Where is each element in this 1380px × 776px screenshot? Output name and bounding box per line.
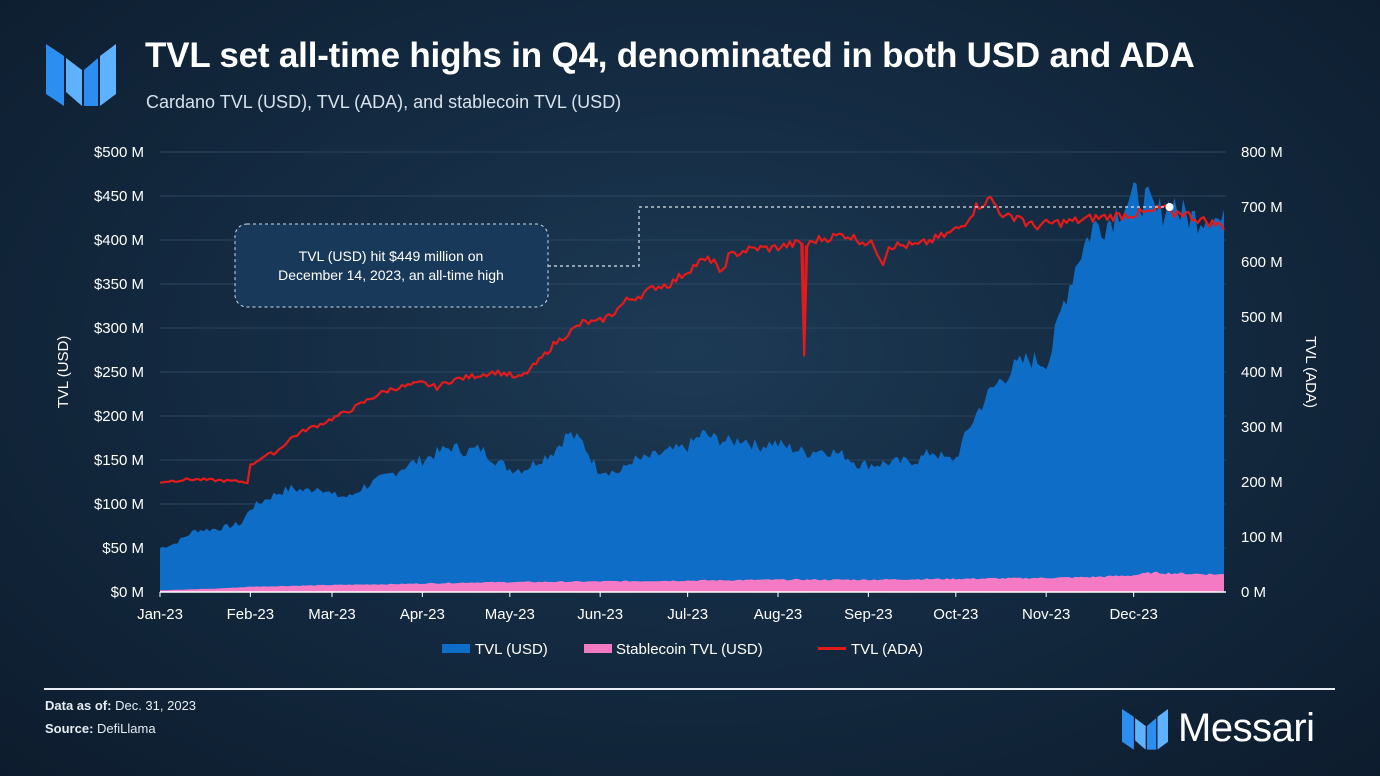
annotation-leader-line <box>548 206 1170 267</box>
y2-tick-label: 600 M <box>1241 254 1283 271</box>
source: Source: DefiLlama <box>45 721 156 736</box>
y2-tick-label: 700 M <box>1241 199 1283 216</box>
legend-label-tvl-usd: TVL (USD) <box>475 641 548 658</box>
x-tick-label: Jan-23 <box>137 606 183 623</box>
right-axis-title: TVL (ADA) <box>1302 336 1319 408</box>
x-tick-label: Feb-23 <box>227 606 275 623</box>
tvl-ada-line <box>160 196 1225 485</box>
source-value: DefiLlama <box>97 721 156 736</box>
annotation-marker <box>1165 203 1174 211</box>
y-tick-label: $400 M <box>94 232 144 249</box>
annotation-box <box>234 223 549 308</box>
x-tick-label: Dec-23 <box>1109 606 1157 623</box>
y-tick-label: $450 M <box>94 188 144 205</box>
y2-tick-label: 400 M <box>1241 364 1283 381</box>
x-tick-label: Apr-23 <box>400 606 445 623</box>
data-as-of: Data as of: Dec. 31, 2023 <box>45 698 196 713</box>
messari-logo-icon <box>46 44 116 106</box>
footer-divider <box>44 688 1335 690</box>
source-label: Source: <box>45 721 94 736</box>
tvl-usd-area <box>160 182 1224 592</box>
x-tick-label: Oct-23 <box>933 606 978 623</box>
x-tick-label: Aug-23 <box>754 606 802 623</box>
brand-name: Messari <box>1178 705 1315 750</box>
y2-tick-label: 300 M <box>1241 419 1283 436</box>
y2-tick-label: 0 M <box>1241 584 1266 601</box>
legend-swatch-tvl-usd <box>442 644 470 653</box>
x-tick-label: Nov-23 <box>1022 606 1070 623</box>
legend-swatch-tvl-ada <box>818 647 846 650</box>
left-y-axis: $0 M $50 M $100 M $150 M $200 M $250 M $300 M $… <box>94 144 144 601</box>
y-tick-label: $200 M <box>94 408 144 425</box>
y-tick-label: $150 M <box>94 452 144 469</box>
x-tick-label: Mar-23 <box>308 606 356 623</box>
x-tick-label: May-23 <box>485 606 535 623</box>
y2-tick-label: 200 M <box>1241 474 1283 491</box>
y-tick-label: $300 M <box>94 320 144 337</box>
legend: TVL (USD) Stablecoin TVL (USD) TVL (ADA) <box>442 641 923 658</box>
y-tick-label: $100 M <box>94 496 144 513</box>
brand-logo: Messari <box>1122 705 1315 751</box>
y2-tick-label: 800 M <box>1241 144 1283 161</box>
page-subtitle: Cardano TVL (USD), TVL (ADA), and stable… <box>146 92 622 112</box>
x-tick-label: Sep-23 <box>844 606 892 623</box>
y-tick-label: $0 M <box>111 584 144 601</box>
y-tick-label: $250 M <box>94 364 144 381</box>
y2-tick-label: 100 M <box>1241 529 1283 546</box>
y-tick-label: $50 M <box>102 540 144 557</box>
data-as-of-label: Data as of: <box>45 698 112 713</box>
legend-label-stablecoin: Stablecoin TVL (USD) <box>616 641 763 658</box>
x-tick-label: Jun-23 <box>577 606 623 623</box>
legend-swatch-stablecoin <box>584 644 612 653</box>
x-tick-label: Jul-23 <box>667 606 708 623</box>
tvl-chart: $0 M $50 M $100 M $150 M $200 M $250 M $300 M $… <box>55 144 1319 658</box>
stablecoin-tvl-area <box>160 571 1224 592</box>
annotation-text: TVL (USD) hit $449 million on December 14… <box>278 248 504 283</box>
ath-annotation: TVL (USD) hit $449 million on December 14… <box>234 203 1174 308</box>
y-tick-label: $500 M <box>94 144 144 161</box>
y2-tick-label: 500 M <box>1241 309 1283 326</box>
legend-label-tvl-ada: TVL (ADA) <box>851 641 923 658</box>
data-as-of-value: Dec. 31, 2023 <box>115 698 197 713</box>
messari-brand-icon <box>1122 708 1168 750</box>
right-y-axis: 0 M 100 M 200 M 300 M 400 M 500 M 600 M 700 M 80… <box>1241 144 1283 601</box>
page-title: TVL set all-time highs in Q4, denominate… <box>145 36 1195 75</box>
left-axis-title: TVL (USD) <box>55 336 72 409</box>
x-axis: Jan-23 Feb-23 Mar-23 Apr-23 May-23 Jun-23 Jul-… <box>137 592 1158 623</box>
y-tick-label: $350 M <box>94 276 144 293</box>
